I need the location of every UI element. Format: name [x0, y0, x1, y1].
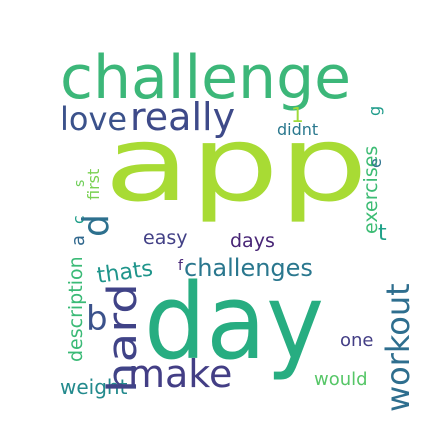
word-days: days [230, 230, 275, 252]
word-description: description [65, 256, 87, 362]
word-love: love [60, 100, 127, 138]
word-f-small: f [178, 258, 184, 274]
word-really: really [130, 95, 235, 139]
word-hard: hard [100, 283, 146, 393]
word-s-small: s [72, 180, 88, 187]
word-easy: easy [143, 227, 187, 249]
word-one-marker: 1 [291, 103, 304, 127]
word-weight: weight [60, 375, 128, 399]
word-day: day [144, 261, 324, 383]
word-exercises: exercises [360, 146, 382, 234]
word-app: app [104, 103, 368, 225]
word-e-small: e [366, 158, 385, 168]
word-a-small: a [68, 235, 89, 246]
word-one: one [340, 330, 374, 351]
word-t-small: t [378, 221, 387, 246]
word-d-small: d [76, 214, 117, 237]
word-didnt: didnt [277, 120, 318, 139]
word-challenge: challenge [60, 43, 351, 113]
word-b-small: b [86, 299, 108, 339]
word-first: first [84, 169, 103, 200]
word-challenges: challenges [184, 254, 313, 282]
word-c-small: c [69, 215, 88, 224]
word-workout: workout [379, 283, 417, 412]
word-make: make [128, 352, 232, 396]
word-would: would [314, 369, 368, 390]
word-g-small: g [365, 106, 384, 116]
